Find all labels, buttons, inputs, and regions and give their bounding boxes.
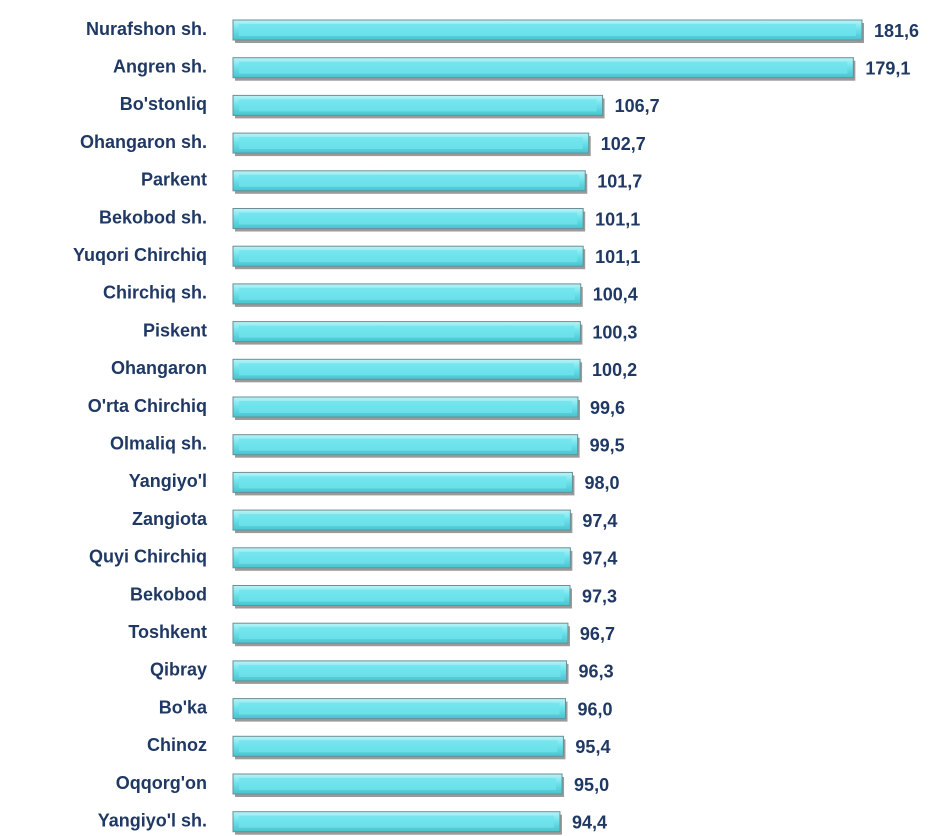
value-label: 95,4 xyxy=(575,737,610,757)
category-label: Zangiota xyxy=(132,509,208,529)
bar-face xyxy=(239,212,578,225)
category-label: Olmaliq sh. xyxy=(110,433,207,453)
bar-face xyxy=(239,174,580,187)
value-label: 100,4 xyxy=(593,285,638,305)
value-label: 179,1 xyxy=(865,58,910,78)
category-label: Parkent xyxy=(141,170,207,190)
bar-face xyxy=(239,99,597,112)
category-label: Bo'ka xyxy=(159,697,208,717)
bar-face xyxy=(239,702,560,715)
bar-face xyxy=(239,476,567,489)
category-label: Nurafshon sh. xyxy=(86,19,207,39)
category-label: Yuqori Chirchiq xyxy=(73,245,207,265)
bar-face xyxy=(239,438,572,451)
bar-face xyxy=(239,325,575,338)
value-label: 101,1 xyxy=(595,209,640,229)
bar-face xyxy=(239,287,575,300)
value-label: 106,7 xyxy=(615,96,660,116)
value-label: 100,3 xyxy=(592,322,637,342)
category-label: Ohangaron sh. xyxy=(80,132,207,152)
value-label: 94,4 xyxy=(572,812,607,832)
value-label: 102,7 xyxy=(601,134,646,154)
bar-face xyxy=(239,778,557,790)
value-label: 97,4 xyxy=(582,549,617,569)
category-label: Bekobod sh. xyxy=(99,207,207,227)
bar-face xyxy=(239,627,562,640)
category-label: O'rta Chirchiq xyxy=(88,396,207,416)
bar-face xyxy=(239,815,554,828)
category-label: Yangiyo'l xyxy=(129,471,207,491)
bar-face xyxy=(239,514,565,527)
category-label: Angren sh. xyxy=(113,56,207,76)
value-label: 101,7 xyxy=(597,172,642,192)
value-label: 96,3 xyxy=(579,662,614,682)
value-label: 99,6 xyxy=(590,398,625,418)
category-label: Qibray xyxy=(150,660,207,680)
bar-face xyxy=(239,24,856,36)
bar-face xyxy=(239,363,575,376)
bar-face xyxy=(239,740,558,753)
bar-face xyxy=(239,551,565,564)
bar-face xyxy=(239,250,578,263)
category-label: Oqqorg'on xyxy=(116,773,207,793)
value-label: 181,6 xyxy=(874,21,919,41)
category-label: Ohangaron xyxy=(111,358,207,378)
category-label: Chirchiq sh. xyxy=(103,283,207,303)
category-label: Quyi Chirchiq xyxy=(89,547,207,567)
value-label: 101,1 xyxy=(595,247,640,267)
category-label: Bo'stonliq xyxy=(120,94,207,114)
value-label: 98,0 xyxy=(584,473,619,493)
value-label: 100,2 xyxy=(592,360,637,380)
category-label: Piskent xyxy=(143,320,207,340)
bar-face xyxy=(239,589,565,602)
value-label: 97,3 xyxy=(582,586,617,606)
bar-face xyxy=(239,401,572,413)
bar-face xyxy=(239,61,848,74)
value-label: 95,0 xyxy=(574,775,609,795)
value-label: 96,7 xyxy=(580,624,615,644)
category-label: Bekobod xyxy=(130,584,207,604)
bar-face xyxy=(239,664,561,677)
category-label: Yangiyo'l sh. xyxy=(98,810,207,830)
value-label: 96,0 xyxy=(578,699,613,719)
category-label: Toshkent xyxy=(128,622,207,642)
value-label: 97,4 xyxy=(582,511,617,531)
bar-face xyxy=(239,137,583,150)
value-label: 99,5 xyxy=(590,435,625,455)
category-label: Chinoz xyxy=(147,735,207,755)
